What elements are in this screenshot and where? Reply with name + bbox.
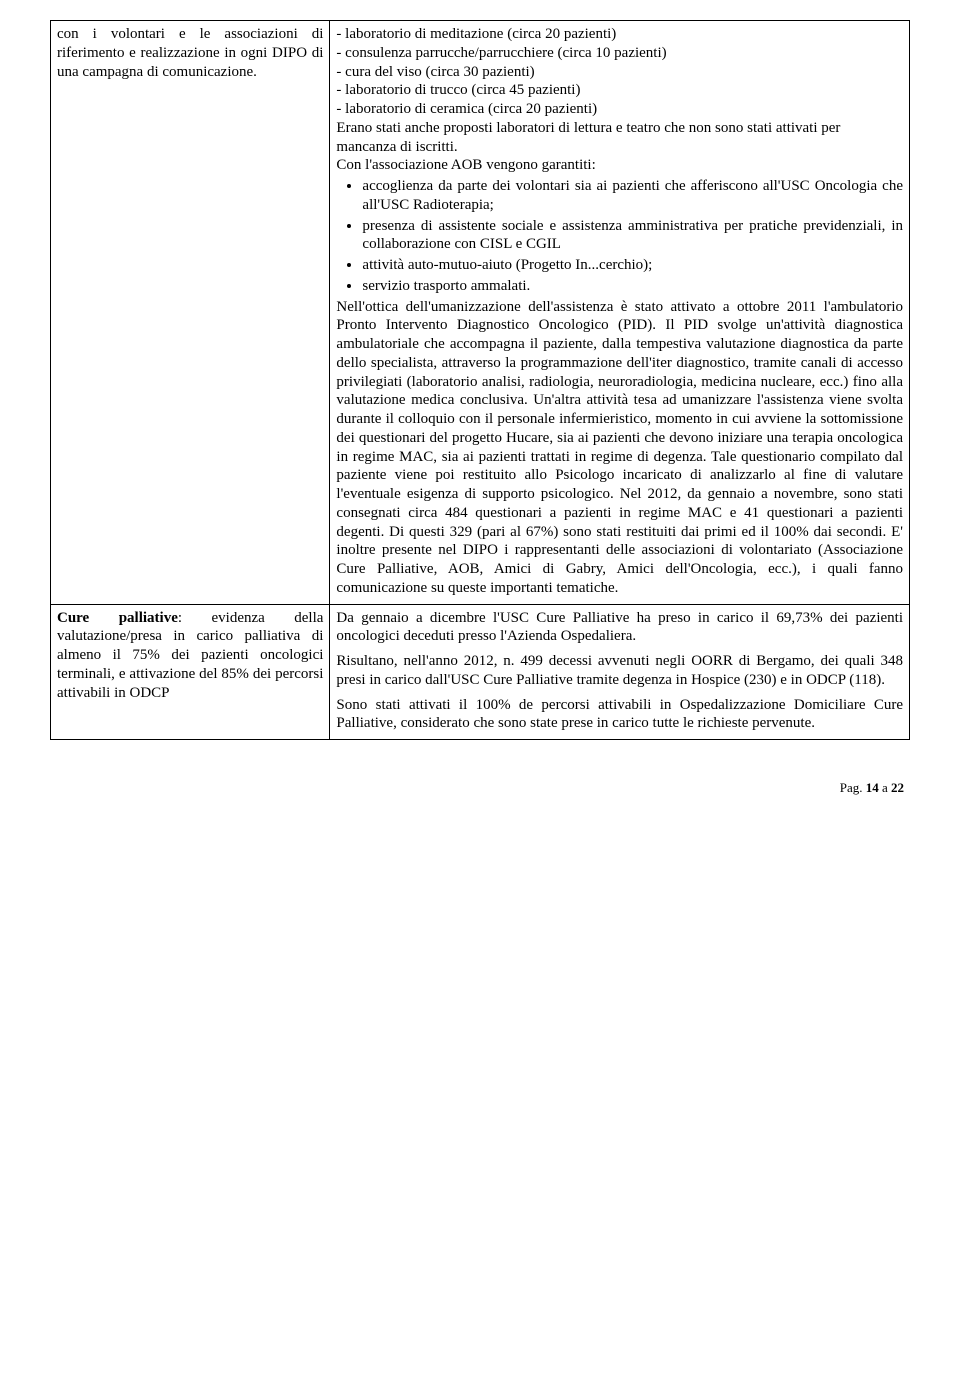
table-row: Cure palliative: evidenza della valutazi… [51,604,910,740]
right-paragraph: Da gennaio a dicembre l'USC Cure Palliat… [336,609,903,647]
table-body: con i volontari e le associazioni di rif… [51,21,910,740]
bullet-item: presenza di assistente sociale e assiste… [362,217,903,255]
right-line: - laboratorio di ceramica (circa 20 pazi… [336,100,903,119]
right-line: - cura del viso (circa 30 pazienti) [336,63,903,82]
right-line: - laboratorio di trucco (circa 45 pazien… [336,81,903,100]
bullet-list: accoglienza da parte dei volontari sia a… [336,177,903,296]
footer-current: 14 [866,780,879,795]
right-paragraph: Nell'ottica dell'umanizzazione dell'assi… [336,298,903,598]
table-row: con i volontari e le associazioni di rif… [51,21,910,605]
right-cell: - laboratorio di meditazione (circa 20 p… [330,21,910,605]
left-cell: con i volontari e le associazioni di rif… [51,21,330,605]
document-table: con i volontari e le associazioni di rif… [50,20,910,740]
right-line: - consulenza parrucche/parrucchiere (cir… [336,44,903,63]
left-paragraph: Cure palliative: evidenza della valutazi… [57,609,323,703]
bullet-item: servizio trasporto ammalati. [362,277,903,296]
right-line: Con l'associazione AOB vengono garantiti… [336,156,903,175]
bullet-item: attività auto-mutuo-aiuto (Progetto In..… [362,256,903,275]
right-paragraph: Risultano, nell'anno 2012, n. 499 decess… [336,652,903,690]
footer-prefix: Pag. [840,780,866,795]
right-line: Erano stati anche proposti laboratori di… [336,119,903,157]
right-paragraph: Sono stati attivati il 100% de percorsi … [336,696,903,734]
footer-total: 22 [891,780,904,795]
right-cell: Da gennaio a dicembre l'USC Cure Palliat… [330,604,910,740]
left-paragraph: con i volontari e le associazioni di rif… [57,25,323,81]
bullet-item: accoglienza da parte dei volontari sia a… [362,177,903,215]
page: con i volontari e le associazioni di rif… [0,0,960,836]
footer-sep: a [879,780,891,795]
left-cell: Cure palliative: evidenza della valutazi… [51,604,330,740]
page-footer: Pag. 14 a 22 [50,780,910,796]
right-line: - laboratorio di meditazione (circa 20 p… [336,25,903,44]
